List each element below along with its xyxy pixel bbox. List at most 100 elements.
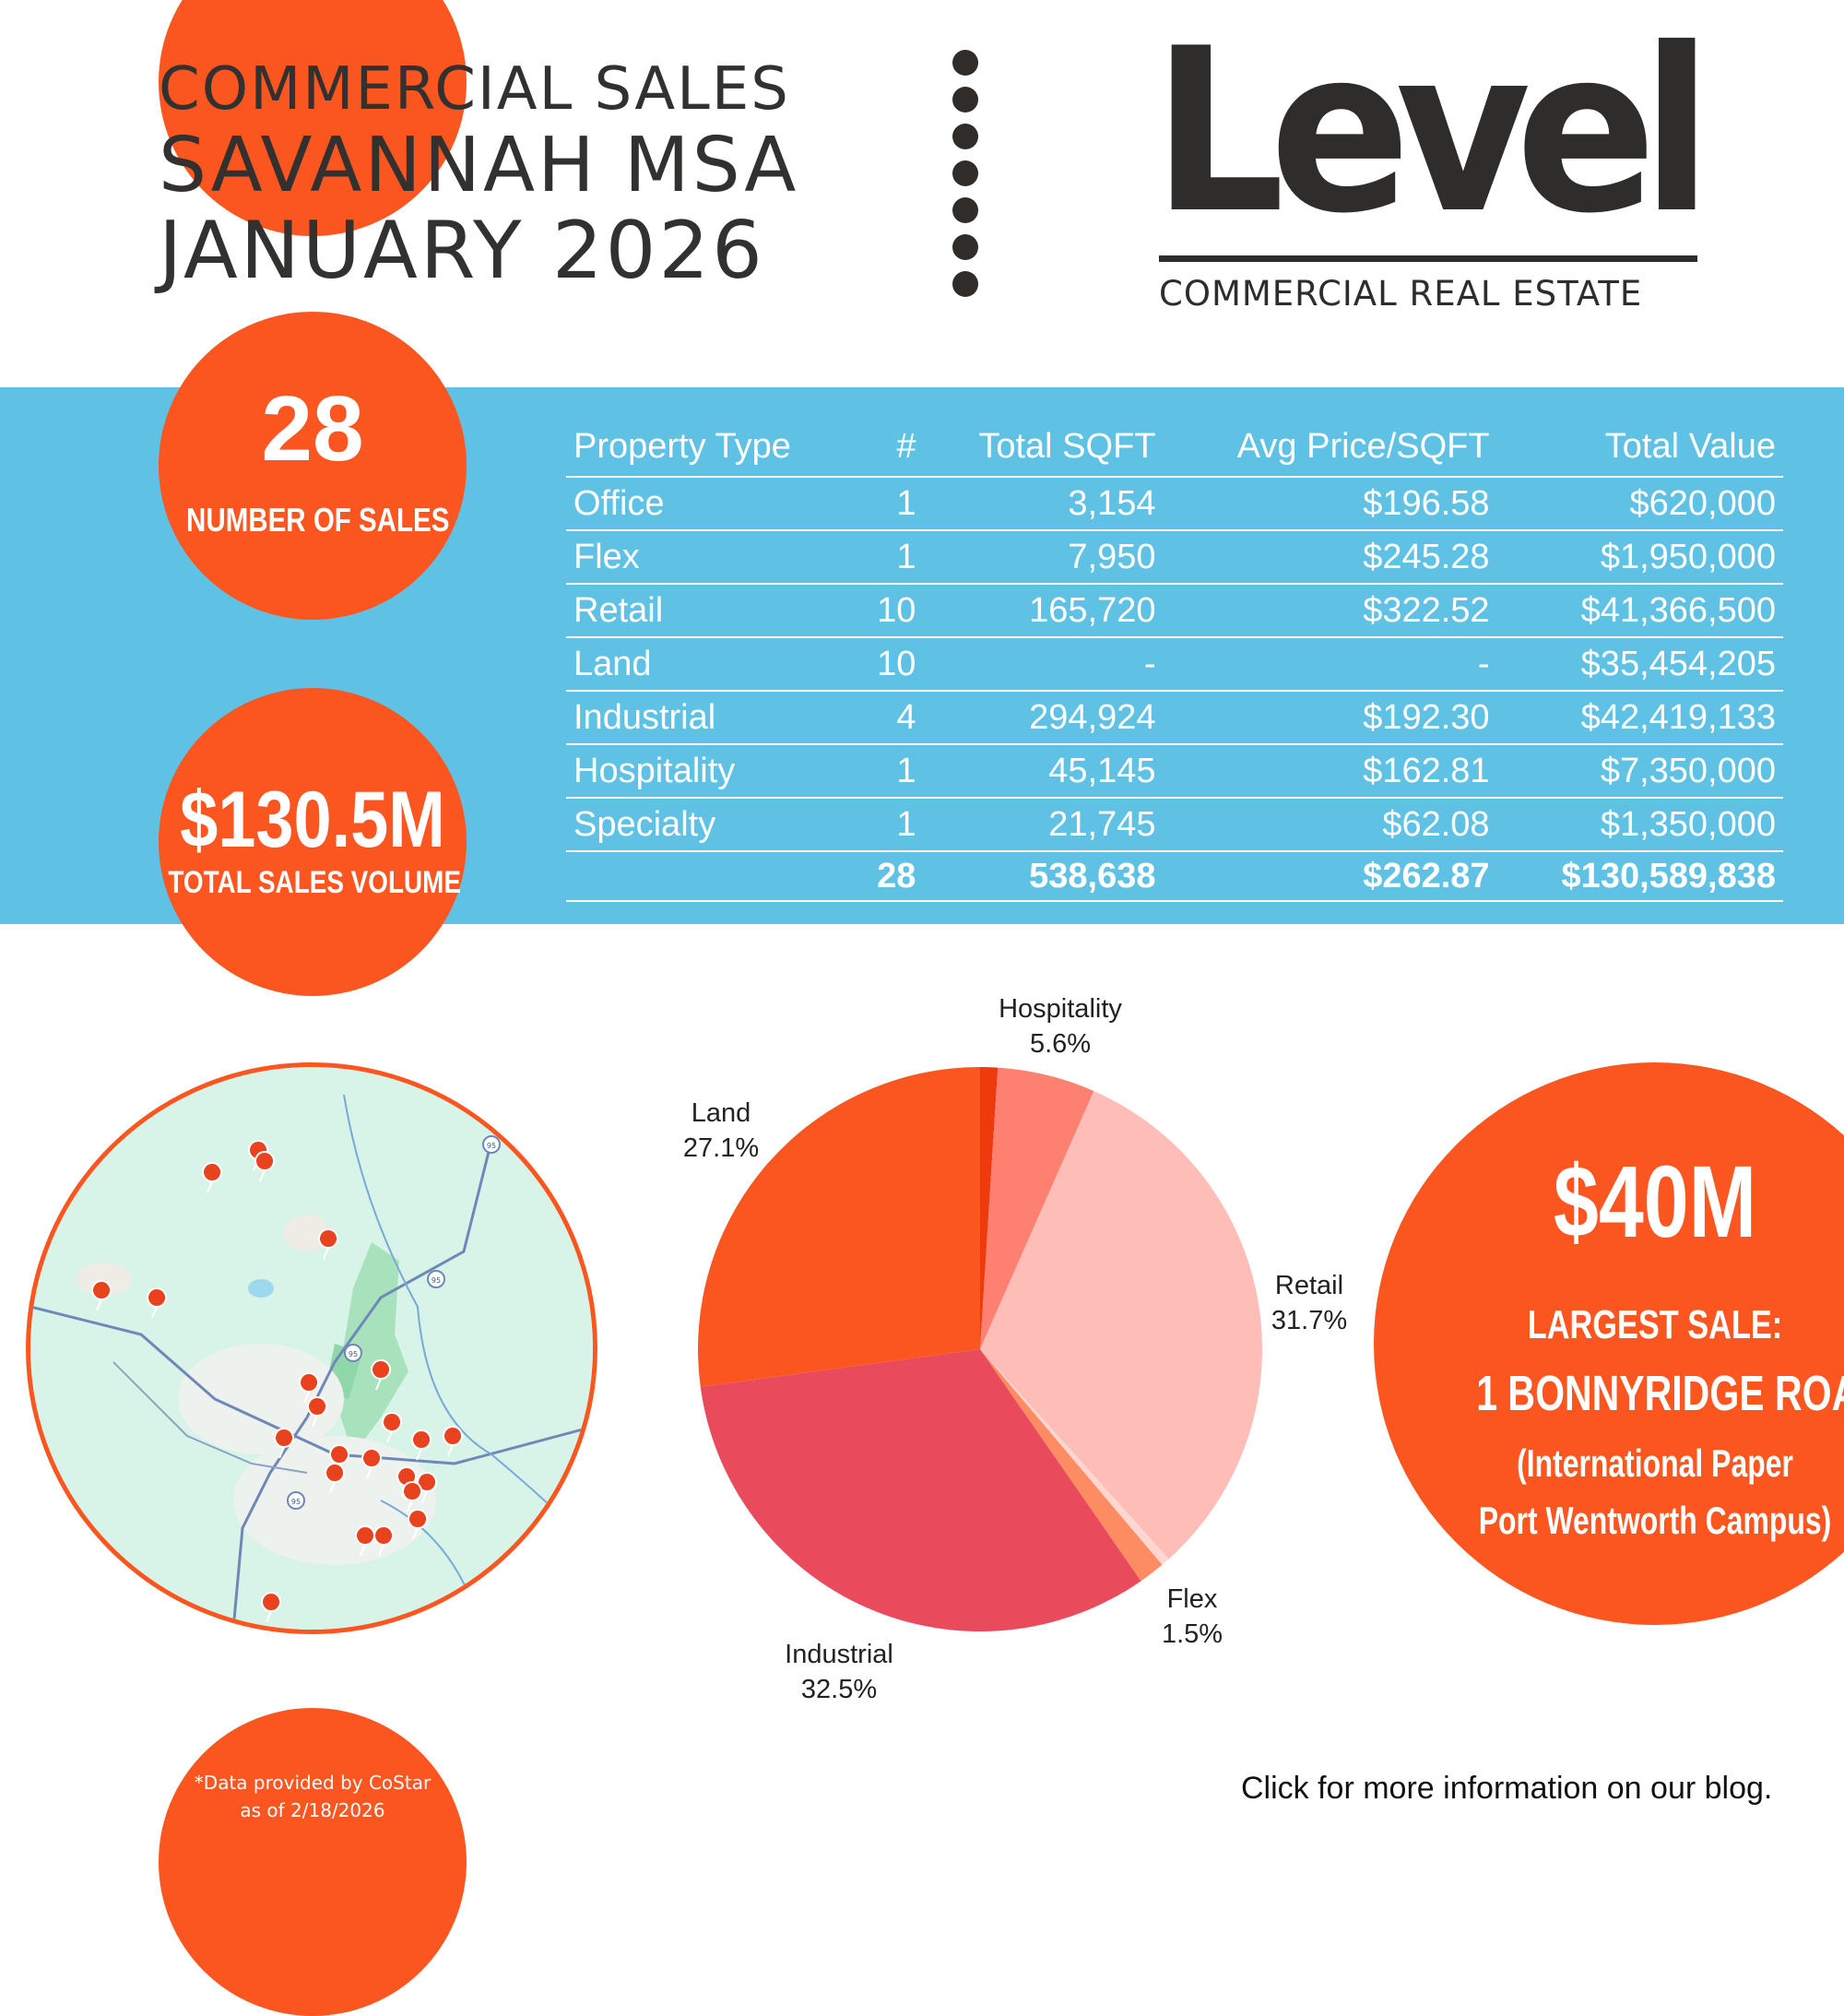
- level-logo[interactable]: Level: [1152, 0, 1712, 263]
- pie-slice-office: [980, 1349, 1169, 1565]
- interstate-shield-icon: [427, 1270, 445, 1288]
- map-pin-icon[interactable]: [382, 1412, 403, 1443]
- map-pin-icon[interactable]: [261, 1592, 282, 1623]
- table-totals-row: 28 538,638 $262.87 $130,589,838: [566, 851, 1783, 902]
- sales-pie-chart: [698, 1067, 1262, 1631]
- cell-count: 4: [856, 691, 924, 745]
- title-line-3: JANUARY 2026: [159, 205, 765, 297]
- cell-avg-price: $162.81: [1163, 744, 1497, 799]
- map-pin-icon[interactable]: [371, 1359, 392, 1391]
- pie-label-hospitality-name: Hospitality: [999, 994, 1122, 1024]
- cell-type: Flex: [566, 530, 857, 585]
- cell-type: Hospitality: [566, 744, 857, 799]
- total-sqft: 538,638: [923, 851, 1164, 902]
- map-pin-icon[interactable]: [202, 1162, 223, 1193]
- largest-sale-note-line-2: Port Wentworth Campus): [1478, 1499, 1832, 1542]
- sale-location-pins: [91, 1140, 464, 1623]
- pie-label-retail-name: Retail: [1274, 1271, 1344, 1300]
- header-property-type: Property Type: [566, 417, 857, 478]
- cell-sqft: 294,924: [923, 691, 1164, 745]
- cell-total-value: $1,350,000: [1496, 798, 1783, 852]
- map-pin-icon[interactable]: [307, 1396, 328, 1428]
- cell-type: Land: [566, 637, 857, 692]
- cell-avg-price: -: [1163, 637, 1497, 692]
- map-town: [77, 1263, 132, 1296]
- pie-slice-industrial: [700, 1349, 1141, 1631]
- map-pin-icon[interactable]: [408, 1509, 429, 1540]
- logo-rule: [1159, 255, 1697, 262]
- cell-count: 1: [856, 530, 924, 585]
- cell-count: 1: [856, 744, 924, 799]
- cell-count: 10: [856, 584, 924, 638]
- table-row: Land 10 - - $35,454,205: [566, 637, 1783, 692]
- map-pin-icon[interactable]: [274, 1428, 295, 1459]
- map-river: [343, 1094, 593, 1548]
- map-pin-icon[interactable]: [325, 1463, 346, 1494]
- cell-avg-price: $192.30: [1163, 691, 1497, 745]
- dotted-divider: [952, 50, 978, 308]
- sales-count-label: NUMBER OF SALES: [186, 501, 450, 539]
- table-header-row: Property Type # Total SQFT Avg Price/SQF…: [566, 417, 1783, 478]
- largest-sale-address: 1 BONNYRIDGE ROAD: [1476, 1366, 1844, 1421]
- sales-table: Property Type # Total SQFT Avg Price/SQF…: [566, 417, 1783, 902]
- cell-total-value: $7,350,000: [1496, 744, 1783, 799]
- title-line-1: COMMERCIAL SALES: [159, 55, 790, 124]
- interstate-shield-label: 95: [349, 1350, 358, 1358]
- map-road: [112, 1361, 308, 1474]
- cell-sqft: 45,145: [923, 744, 1164, 799]
- map-pin-icon[interactable]: [355, 1525, 376, 1557]
- largest-sale-note-line-1: (International Paper: [1517, 1441, 1793, 1485]
- pie-label-industrial-name: Industrial: [785, 1640, 893, 1669]
- cell-sqft: -: [923, 637, 1164, 692]
- cell-total-value: $620,000: [1496, 477, 1783, 531]
- sales-location-map[interactable]: 95 95 95 95: [26, 1062, 597, 1634]
- cell-total-value: $42,419,133: [1496, 691, 1783, 745]
- map-pin-icon[interactable]: [373, 1525, 395, 1557]
- interstate-shield-label: 95: [291, 1498, 301, 1506]
- pie-label-industrial: Industrial 32.5%: [756, 1637, 922, 1707]
- map-pin-icon[interactable]: [402, 1481, 423, 1512]
- header-accent-circle: [159, 0, 467, 236]
- map-pin-icon[interactable]: [443, 1426, 464, 1457]
- map-graphic: 95 95 95 95: [30, 1067, 593, 1630]
- pie-label-retail: Retail 31.7%: [1249, 1268, 1369, 1338]
- map-pin-icon[interactable]: [411, 1429, 432, 1461]
- pie-label-hospitality: Hospitality 5.6%: [959, 991, 1162, 1061]
- pie-label-hospitality-value: 5.6%: [1029, 1029, 1092, 1059]
- pie-slice-hospitality: [980, 1067, 1094, 1349]
- table-row: Retail 10 165,720 $322.52 $41,366,500: [566, 584, 1783, 638]
- total-value: $130,589,838: [1496, 851, 1783, 902]
- cell-avg-price: $62.08: [1163, 798, 1497, 852]
- header-avg-price-sqft: Avg Price/SQFT: [1163, 417, 1497, 478]
- table-row: Specialty 1 21,745 $62.08 $1,350,000: [566, 798, 1783, 852]
- map-highway: [30, 1305, 593, 1465]
- interstate-shield-icon: [287, 1491, 305, 1510]
- map-interstate: [231, 1140, 493, 1630]
- total-avg-price: $262.87: [1163, 851, 1497, 902]
- map-pin-icon[interactable]: [299, 1372, 320, 1404]
- cell-total-value: $41,366,500: [1496, 584, 1783, 638]
- table-row: Flex 1 7,950 $245.28 $1,950,000: [566, 530, 1783, 585]
- cell-sqft: 3,154: [923, 477, 1164, 531]
- pie-label-retail-value: 31.7%: [1271, 1306, 1348, 1335]
- cell-total-value: $1,950,000: [1496, 530, 1783, 585]
- map-pin-icon[interactable]: [318, 1228, 339, 1260]
- cell-sqft: 165,720: [923, 584, 1164, 638]
- data-source-line-1: *Data provided by CoStar: [194, 1772, 431, 1794]
- cell-sqft: 7,950: [923, 530, 1164, 585]
- map-pin-icon[interactable]: [147, 1287, 168, 1319]
- sales-volume-value: $130.5M: [180, 776, 445, 864]
- map-pin-icon[interactable]: [91, 1280, 112, 1311]
- map-pin-icon[interactable]: [361, 1448, 383, 1479]
- sales-volume-circle: [159, 688, 467, 996]
- pie-label-flex-name: Flex: [1166, 1584, 1218, 1614]
- cell-count: 1: [856, 477, 924, 531]
- cell-type: Specialty: [566, 798, 857, 852]
- cell-count: 1: [856, 798, 924, 852]
- map-lake: [248, 1279, 274, 1298]
- pie-label-flex-value: 1.5%: [1161, 1619, 1223, 1649]
- blog-link[interactable]: Click for more information on our blog.: [1241, 1771, 1773, 1806]
- map-pin-icon[interactable]: [254, 1151, 276, 1182]
- map-pin-icon[interactable]: [329, 1444, 350, 1476]
- cell-type: Retail: [566, 584, 857, 638]
